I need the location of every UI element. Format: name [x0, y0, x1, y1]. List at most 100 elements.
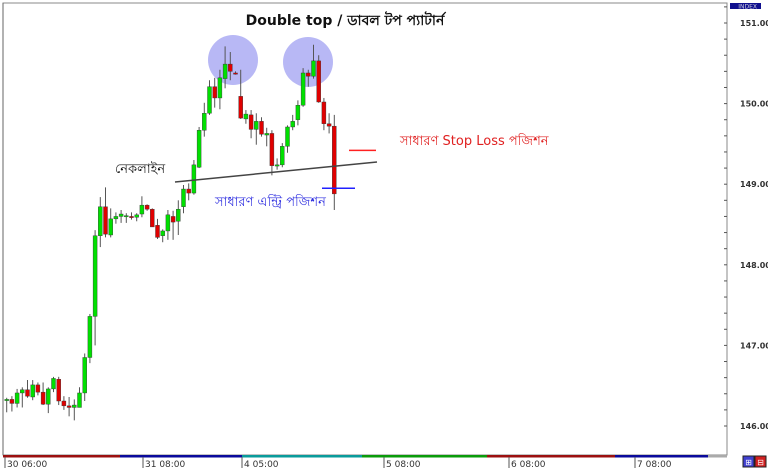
time-tick-label: 7 08:00: [637, 460, 672, 470]
candle: [108, 208, 113, 238]
candle: [321, 97, 327, 131]
candle: [92, 230, 98, 346]
price-tick-label: 151.00: [740, 19, 768, 28]
candle-body: [150, 208, 155, 228]
candle: [207, 80, 212, 115]
candle: [4, 397, 9, 413]
candle-body: [160, 230, 165, 236]
candle: [14, 388, 20, 408]
candle-body: [269, 133, 275, 166]
candle-body: [295, 105, 301, 120]
price-tick-label: 149.00: [740, 180, 768, 189]
candle: [254, 113, 259, 145]
candle-body: [9, 399, 15, 404]
candle: [77, 387, 82, 408]
zoom-out-button[interactable]: ⊟: [754, 455, 767, 468]
candle: [212, 77, 217, 108]
candle-body: [321, 101, 327, 124]
candle: [25, 380, 30, 398]
candle-body: [108, 218, 113, 236]
candle: [300, 68, 306, 107]
candle-body: [129, 216, 134, 218]
candle-body: [61, 400, 67, 407]
candle-body: [274, 164, 280, 167]
session-segment: [3, 455, 120, 458]
stop-loss-label: সাধারণ Stop Loss পজিশন: [399, 133, 549, 149]
candle: [243, 110, 249, 124]
time-tick-label: 4 05:00: [244, 460, 279, 470]
candle: [332, 114, 337, 210]
session-bar: [3, 455, 727, 458]
candle: [155, 218, 160, 240]
chart-title: Double top / ডাবল টপ প্যাটার্ন: [246, 11, 447, 29]
candle: [103, 187, 108, 238]
candle-body: [40, 391, 46, 405]
candle-body: [248, 114, 254, 130]
candle: [129, 212, 134, 220]
price-tick-label: 146.00: [740, 422, 768, 431]
candle: [144, 204, 150, 211]
candle-body: [144, 204, 150, 210]
candle: [165, 209, 171, 240]
candle-body: [222, 63, 228, 79]
candle-body: [113, 216, 119, 220]
price-tick-label: 150.00: [740, 100, 768, 109]
candle-body: [51, 378, 56, 390]
candle: [98, 197, 103, 248]
candle-body: [77, 392, 82, 408]
zoom-in-button[interactable]: ⊞: [742, 455, 755, 468]
candle-body: [306, 72, 311, 77]
candle-body: [259, 121, 264, 135]
index-badge-label: INDEX: [738, 4, 757, 11]
candle-body: [217, 77, 223, 99]
plot-area: [2, 2, 728, 456]
candle-body: [212, 86, 217, 99]
candle: [66, 396, 72, 417]
candle: [269, 130, 275, 176]
candle-body: [280, 146, 285, 166]
candle: [9, 396, 15, 412]
candle: [217, 69, 223, 110]
candle: [160, 229, 165, 243]
first-peak-circle: [208, 35, 258, 85]
candle-body: [134, 214, 139, 218]
candle: [228, 52, 233, 81]
candle: [170, 210, 176, 240]
candle: [82, 353, 87, 402]
candles: [4, 44, 337, 421]
index-badge: [730, 3, 761, 9]
session-segment: [362, 455, 487, 458]
zoom-out-icon[interactable]: [754, 455, 767, 468]
candle: [238, 69, 243, 119]
candle: [233, 71, 238, 75]
candle-body: [66, 405, 72, 408]
candle: [311, 44, 316, 79]
candle: [290, 114, 295, 131]
candle-body: [124, 215, 129, 218]
candle-body: [316, 60, 321, 103]
candle-body: [170, 216, 176, 223]
candle: [124, 213, 129, 223]
candle: [134, 213, 139, 222]
candle-body: [290, 121, 295, 128]
candle-body: [118, 213, 124, 217]
candle-body: [103, 206, 108, 235]
candle: [40, 382, 46, 406]
candle: [35, 382, 41, 396]
entry-label: সাধারণ এন্ট্রি পজিশন: [214, 194, 326, 210]
candle-body: [233, 72, 238, 75]
zoom-in-icon[interactable]: [742, 455, 755, 468]
candle: [202, 102, 207, 137]
session-segment: [242, 455, 362, 458]
candle: [264, 127, 269, 147]
candle-body: [238, 96, 243, 119]
candle-body: [243, 113, 249, 120]
candle-body: [228, 63, 233, 72]
candle: [113, 212, 119, 224]
candle: [139, 196, 145, 218]
price-tick-label: 148.00: [740, 261, 768, 270]
candle-body: [181, 188, 186, 207]
candle: [316, 55, 321, 103]
candle-body: [207, 86, 212, 114]
